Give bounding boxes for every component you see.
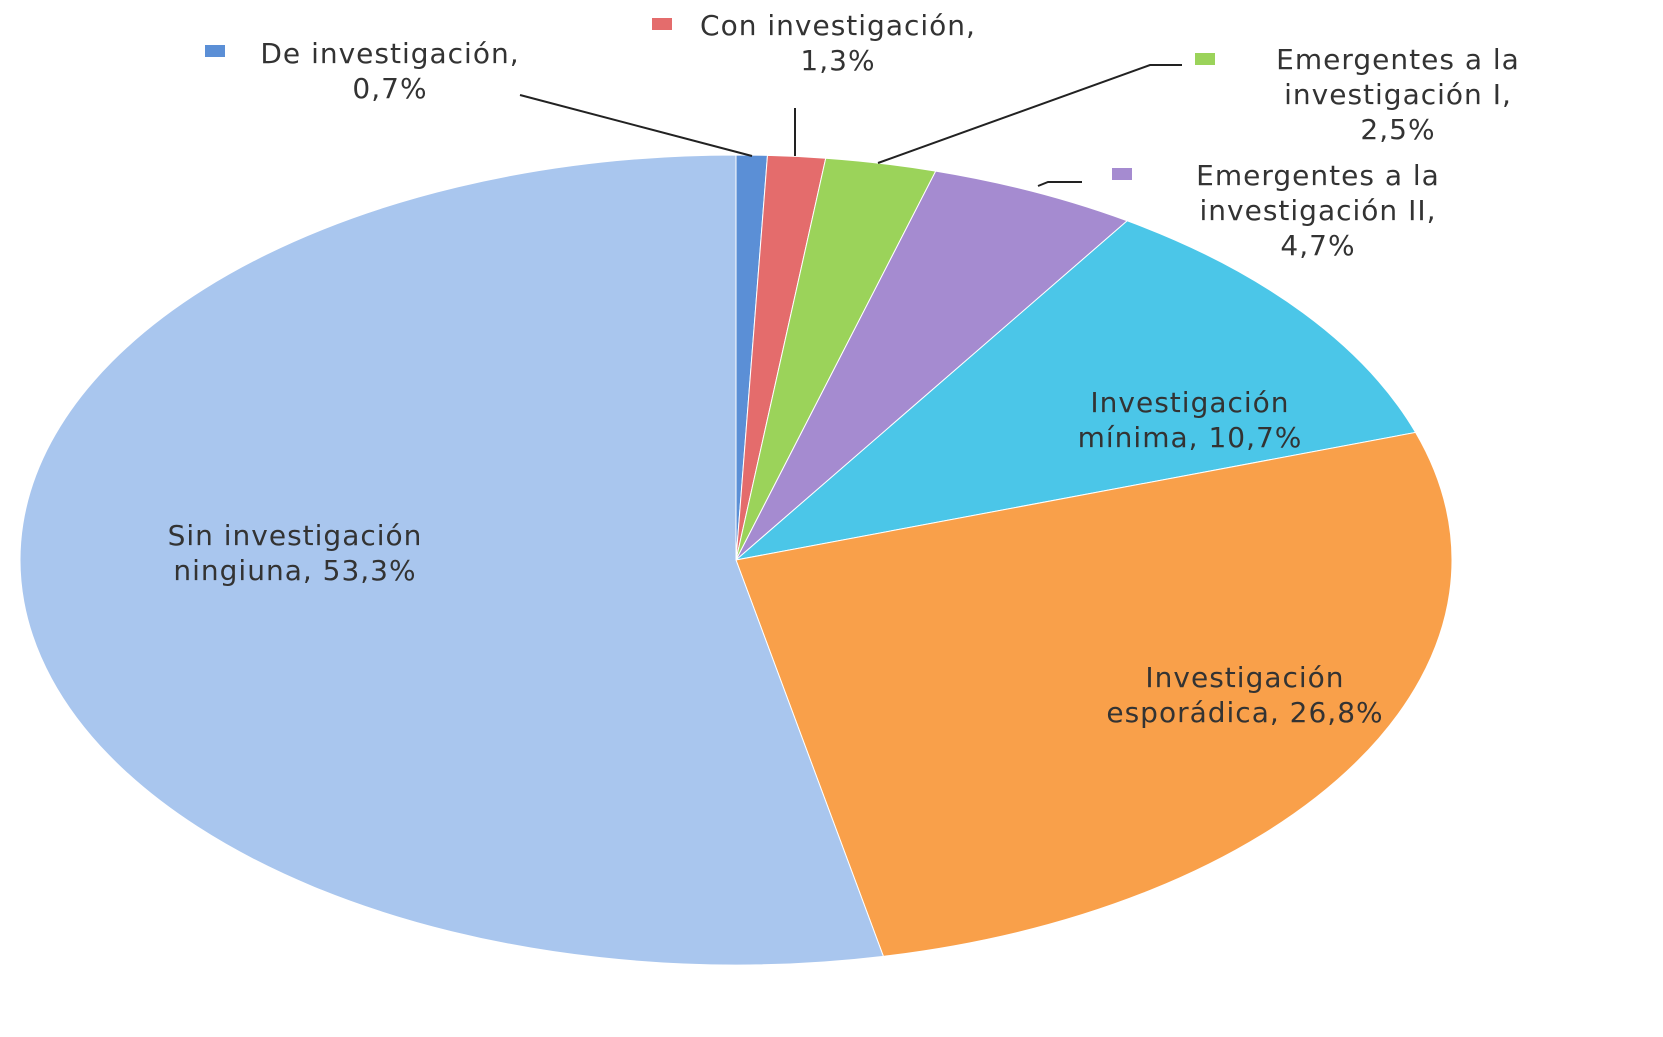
leader-line (519, 94, 753, 157)
value-label: 2,5% (1360, 113, 1436, 146)
data-label: Investigación esporádica, 26,8% (1105, 660, 1385, 730)
category-label: Emergentes a la investigación I, (1276, 43, 1520, 111)
data-label: Investigación mínima, 10,7% (1030, 385, 1350, 455)
category-label: Investigación esporádica, (1106, 661, 1345, 729)
data-label: De investigación, 0,7% (250, 36, 530, 106)
data-label: Con investigación, 1,3% (688, 8, 988, 78)
leader-line (1037, 181, 1082, 187)
leader-line (877, 64, 1182, 164)
legend-key (72, 530, 92, 542)
category-label: Emergentes a la investigación II, (1196, 159, 1440, 227)
data-label: Emergentes a la investigación II, 4,7% (1163, 158, 1473, 263)
value-label: 10,7% (1208, 421, 1303, 454)
category-label: De investigación, (260, 37, 520, 70)
legend-key (1112, 168, 1132, 180)
data-label: Emergentes a la investigación I, 2,5% (1243, 42, 1553, 147)
legend-key (990, 397, 1010, 409)
category-label: Investigación mínima, (1077, 386, 1290, 454)
value-label: 0,7% (352, 72, 428, 105)
legend-key (205, 45, 225, 57)
category-label: Con investigación, (700, 9, 976, 42)
category-label: Sin investigación ningiuna, (167, 519, 423, 587)
value-label: 1,3% (800, 44, 876, 77)
pie-slice (19, 154, 885, 966)
pie-slice (735, 431, 1453, 957)
pie-slice (735, 170, 1129, 561)
pie-slice (734, 220, 1417, 561)
value-label: 26,8% (1289, 696, 1384, 729)
data-label: Sin investigación ningiuna, 53,3% (160, 518, 430, 588)
value-label: 4,7% (1280, 229, 1356, 262)
legend-key (652, 18, 672, 30)
value-label: 53,3% (322, 554, 417, 587)
legend-key (1068, 672, 1088, 684)
legend-key (1195, 53, 1215, 65)
